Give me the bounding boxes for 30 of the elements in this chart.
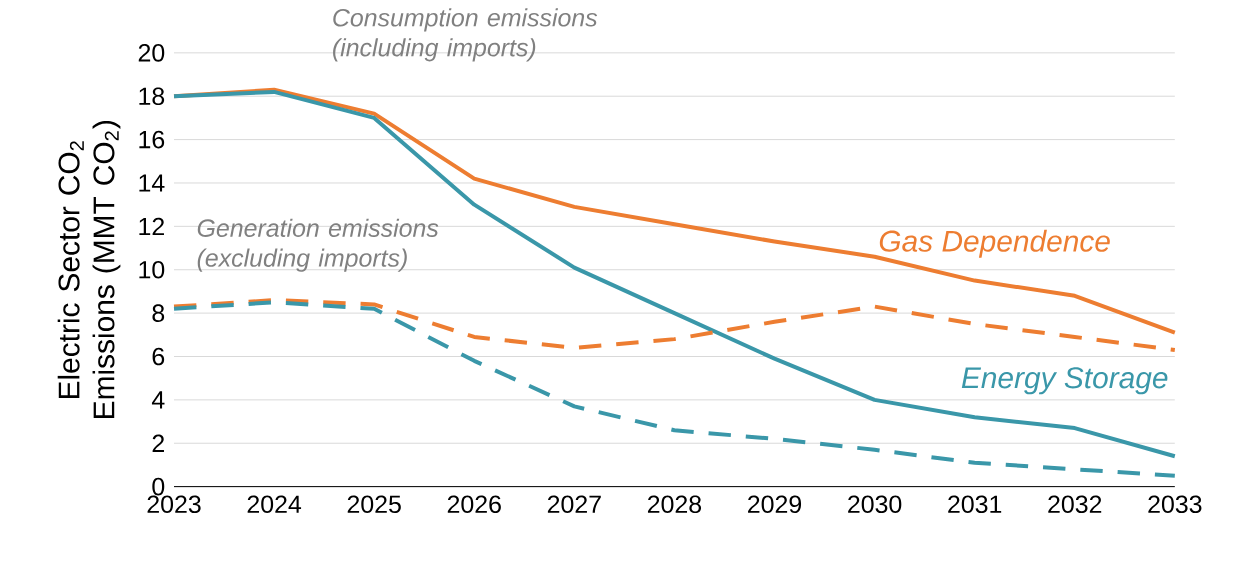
x-tick-label: 2030: [848, 495, 902, 514]
y-axis-title: Electric Sector CO$_{2}$ Emissions (MMT CO$_{2}$): [57, 121, 121, 419]
y-tick-label: 12: [139, 217, 164, 236]
y-tick-label: 10: [139, 261, 165, 279]
y-tick-label: 8: [152, 304, 165, 323]
y-tick-label: 20: [138, 44, 165, 62]
x-tick-label: 2028: [647, 495, 702, 514]
x-tick-label: 2029: [748, 495, 802, 514]
y-tick-label: 18: [139, 87, 165, 106]
y-tick-label: 4: [151, 391, 165, 409]
y-tick-label: 14: [139, 174, 165, 192]
x-tick-label: 2023: [147, 495, 201, 514]
x-tick-label: 2027: [547, 495, 601, 514]
series-label: Gas Dependence: [879, 229, 1110, 258]
x-tick-label: 2024: [247, 495, 302, 514]
x-tick-label: 2033: [1148, 495, 1202, 514]
y-tick-label: 16: [139, 130, 165, 149]
y-tick-label: 6: [152, 347, 165, 366]
y-tick-label: 2: [152, 434, 164, 453]
annotation: Consumption emissions (including imports): [333, 8, 598, 62]
annotation: Generation emissions (excluding imports): [197, 218, 439, 272]
series-label: Energy Storage: [961, 367, 1168, 395]
x-tick-label: 2031: [948, 495, 1002, 514]
x-tick-label: 2025: [347, 495, 401, 514]
x-tick-label: 2026: [447, 495, 501, 514]
line-series: [172, 298, 1177, 353]
x-tick-label: 2032: [1048, 495, 1102, 514]
y-tick-label: 0: [152, 477, 165, 496]
line-series: [172, 300, 1177, 478]
line-series: [172, 90, 1177, 459]
